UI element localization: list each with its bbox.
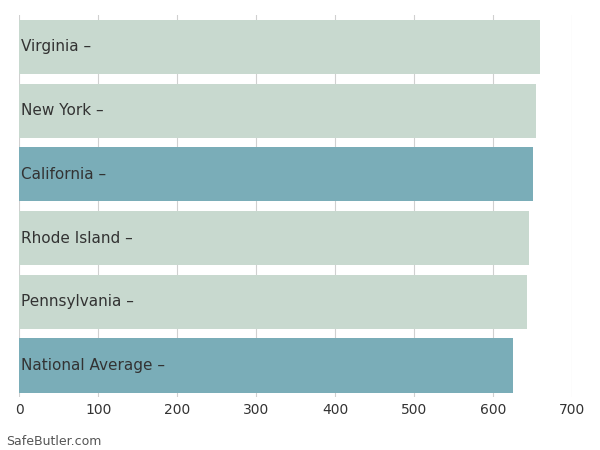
Text: Pennsylvania –: Pennsylvania – — [21, 294, 134, 309]
Bar — [19, 211, 529, 265]
Bar — [19, 147, 533, 202]
Text: Rhode Island –: Rhode Island – — [21, 230, 133, 246]
Bar — [19, 20, 541, 74]
Text: SafeButler.com: SafeButler.com — [6, 435, 101, 448]
Text: National Average –: National Average – — [21, 358, 165, 373]
Text: California –: California – — [21, 167, 106, 182]
Bar — [19, 84, 536, 138]
Text: Virginia –: Virginia – — [21, 39, 91, 54]
Bar — [19, 338, 512, 393]
Text: New York –: New York – — [21, 103, 104, 118]
Bar — [19, 275, 527, 329]
